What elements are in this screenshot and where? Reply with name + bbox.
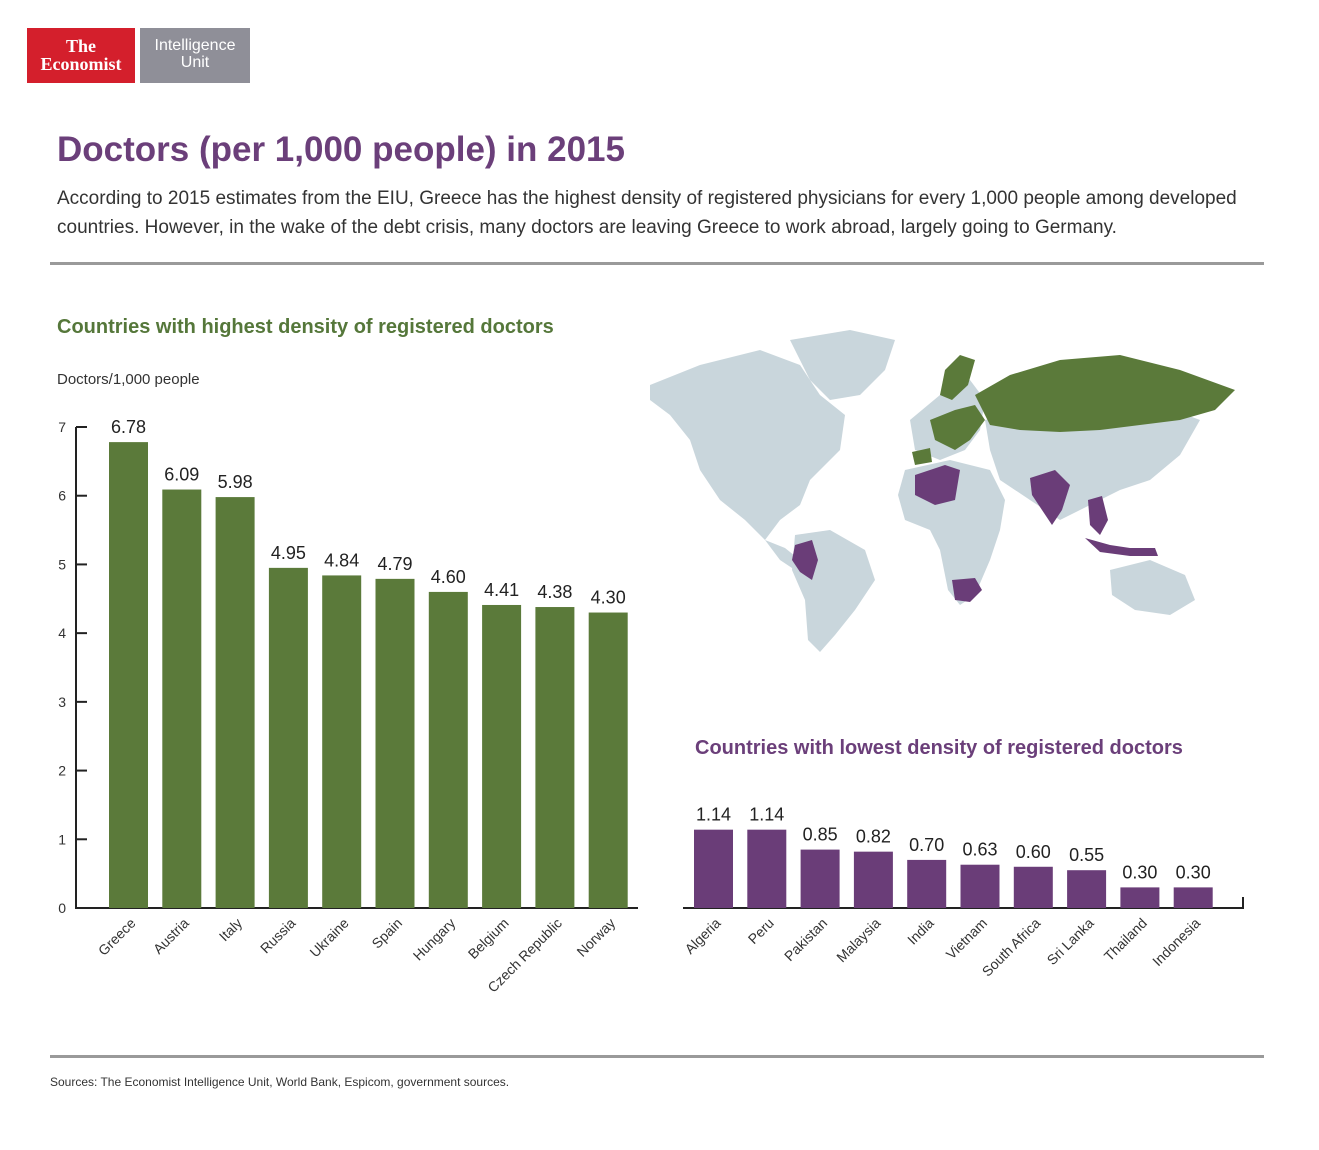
bar [162, 489, 202, 908]
y-tick-label: 3 [58, 694, 66, 710]
highest-chart-title: Countries with highest density of regist… [57, 316, 554, 338]
bar-value-label: 4.30 [591, 588, 626, 608]
bar [535, 607, 575, 908]
y-tick-label: 5 [58, 556, 66, 572]
bar-value-label: 0.70 [909, 835, 944, 855]
map-southeast-asia [1088, 496, 1108, 535]
bar-value-label: 0.82 [856, 827, 891, 847]
page-title: Doctors (per 1,000 people) in 2015 [57, 130, 625, 169]
bar [1120, 887, 1160, 908]
x-tick-label: Belgium [465, 915, 512, 962]
bar [268, 567, 308, 908]
map-south-africa [952, 578, 982, 602]
bar-value-label: 0.30 [1122, 862, 1157, 882]
x-tick-label: Algeria [681, 915, 723, 957]
map-scandinavia [940, 355, 975, 400]
bar [215, 497, 255, 908]
bar-value-label: 0.30 [1176, 862, 1211, 882]
bar [694, 829, 733, 908]
x-tick-label: Austria [150, 915, 192, 957]
bar [747, 829, 787, 908]
map-spain [912, 448, 932, 465]
logo-unit-line-1: Intelligence [154, 37, 236, 54]
y-ticks: 0 1 2 3 4 5 6 7 [58, 419, 87, 916]
logo-unit-line-2: Unit [180, 54, 210, 71]
page-subtitle: According to 2015 estimates from the EIU… [57, 188, 1237, 238]
x-tick-label: South Africa [979, 915, 1044, 980]
x-tick-label: India [904, 915, 937, 948]
source-note: Sources: The Economist Intelligence Unit… [50, 1075, 510, 1089]
bar [482, 604, 522, 908]
logo-line-1: The [65, 36, 96, 56]
map-peru [792, 540, 818, 580]
bar [588, 612, 628, 908]
x-tick-label: Norway [573, 915, 618, 960]
bar [428, 591, 468, 908]
x-tick-label: Vietnam [943, 915, 990, 962]
y-tick-label: 0 [58, 900, 66, 916]
bar [322, 575, 362, 908]
intelligence-unit-logo: Intelligence Unit [140, 28, 250, 83]
bar-value-label: 1.14 [749, 805, 784, 825]
x-tick-label: Thailand [1101, 915, 1150, 964]
bar [853, 851, 893, 908]
x-tick-label: Peru [745, 915, 777, 947]
bar-value-label: 6.09 [164, 465, 199, 485]
economist-logo: The Economist [27, 28, 135, 83]
bar-value-label: 0.55 [1069, 845, 1104, 865]
y-tick-label: 1 [58, 831, 66, 847]
bar [960, 864, 1000, 908]
bar-value-label: 5.98 [218, 472, 253, 492]
y-tick-label: 2 [58, 763, 66, 779]
x-tick-label: Russia [257, 915, 299, 957]
x-tick-label: Spain [368, 915, 405, 952]
logo-line-2: Economist [40, 54, 122, 74]
map-greenland [790, 330, 895, 400]
x-tick-label: Ukraine [306, 915, 352, 961]
bar [1173, 887, 1213, 908]
x-tick-label: Hungary [410, 915, 459, 964]
bottom-divider [50, 1055, 1264, 1058]
bar-value-label: 0.85 [803, 825, 838, 845]
bar-value-label: 4.41 [484, 580, 519, 600]
bar [1067, 870, 1107, 908]
bar-value-label: 4.84 [324, 550, 359, 570]
bar-value-label: 4.95 [271, 543, 306, 563]
bar-value-label: 6.78 [111, 417, 146, 437]
x-tick-label: Pakistan [781, 915, 830, 964]
x-tick-label: Sri Lanka [1044, 915, 1097, 968]
bar-value-label: 4.38 [537, 582, 572, 602]
bar-value-label: 4.79 [377, 554, 412, 574]
y-axis-label: Doctors/1,000 people [57, 371, 200, 388]
lowest-chart-title: Countries with lowest density of registe… [695, 737, 1183, 759]
bar [907, 859, 947, 908]
bar-value-label: 1.14 [696, 805, 731, 825]
bar [800, 849, 840, 908]
map-russia [975, 355, 1235, 432]
top-divider [50, 262, 1264, 265]
x-tick-label: Italy [216, 915, 245, 944]
world-map [650, 330, 1235, 652]
map-central-america [765, 540, 800, 570]
map-australia [1110, 560, 1195, 615]
map-india [1030, 470, 1070, 525]
y-tick-label: 4 [58, 625, 66, 641]
x-tick-label: Indonesia [1149, 915, 1203, 969]
map-north-america [650, 350, 845, 540]
bar [109, 442, 148, 908]
map-algeria [915, 465, 960, 505]
y-tick-label: 7 [58, 419, 66, 435]
map-indonesia [1085, 538, 1158, 556]
x-tick-label: Greece [95, 915, 139, 959]
bar [1013, 866, 1053, 908]
x-tick-label: Malaysia [833, 915, 884, 966]
bar-value-label: 4.60 [431, 567, 466, 587]
map-europe-highlight [930, 405, 985, 450]
bar [375, 578, 415, 908]
bar-value-label: 0.63 [962, 840, 997, 860]
y-tick-label: 6 [58, 488, 66, 504]
bar-value-label: 0.60 [1016, 842, 1051, 862]
